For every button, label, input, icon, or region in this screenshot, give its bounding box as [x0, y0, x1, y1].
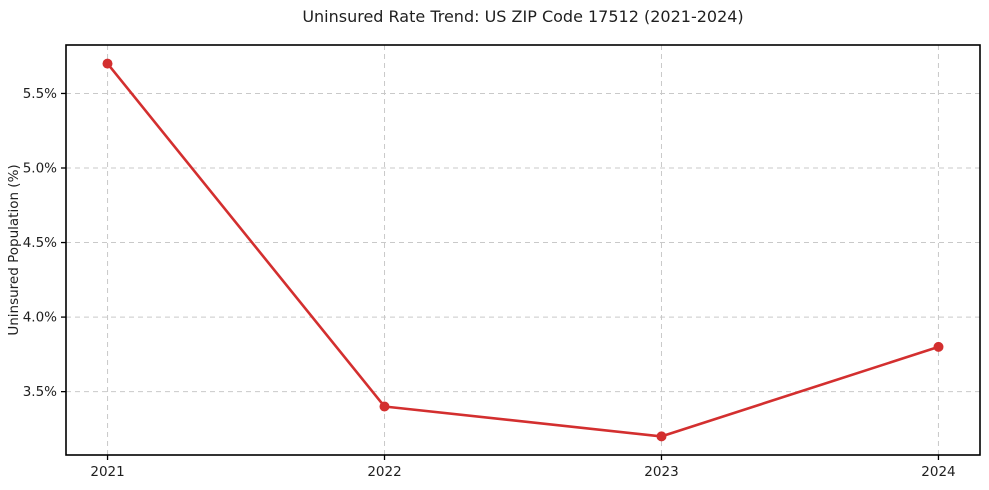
y-tick-label: 3.5% — [23, 384, 57, 400]
y-tick-label: 5.5% — [23, 86, 57, 102]
x-tick-label: 2021 — [90, 464, 124, 480]
data-point — [933, 341, 944, 352]
y-tick-label: 4.5% — [23, 235, 57, 251]
data-line — [106, 62, 940, 438]
y-tick-label: 5.0% — [23, 161, 57, 177]
x-tick-label: 2022 — [367, 464, 401, 480]
data-point — [102, 58, 113, 69]
data-point — [379, 401, 390, 412]
chart-title: Uninsured Rate Trend: US ZIP Code 17512 … — [302, 7, 744, 26]
data-point — [656, 431, 667, 442]
plot-area — [66, 45, 980, 455]
x-tick-label: 2024 — [921, 464, 955, 480]
x-tick-label: 2023 — [644, 464, 678, 480]
plot-border — [65, 44, 981, 456]
y-tick-label: 4.0% — [23, 310, 57, 326]
